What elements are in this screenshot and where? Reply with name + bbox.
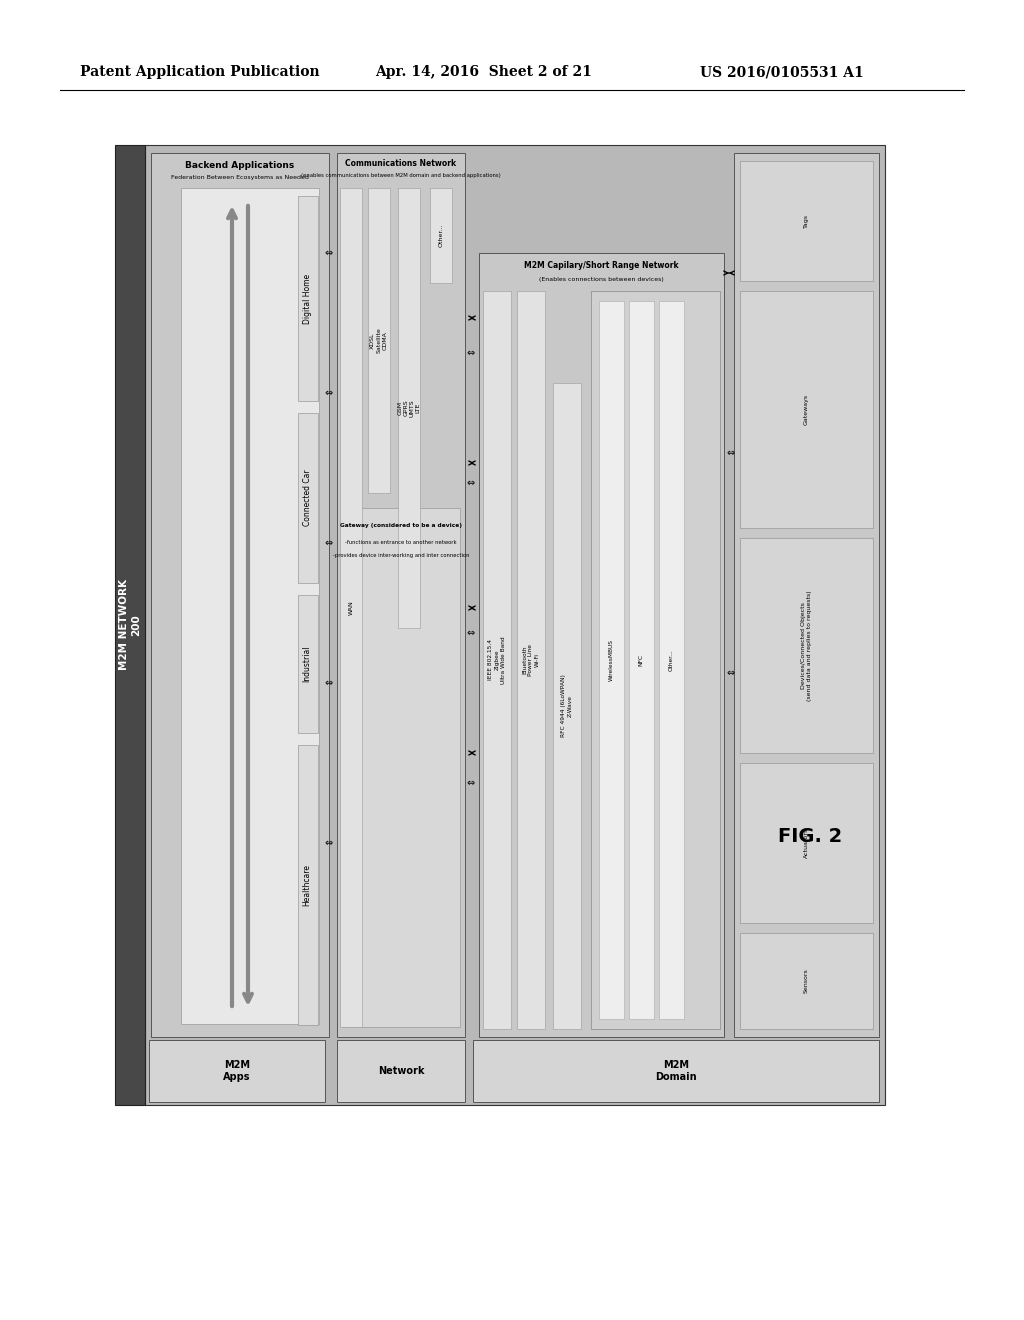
- Bar: [368, 187, 390, 492]
- Text: $\Leftrightarrow$: $\Leftrightarrow$: [324, 539, 335, 548]
- Text: Healthcare: Healthcare: [302, 865, 311, 906]
- Text: $\Leftrightarrow$: $\Leftrightarrow$: [465, 348, 477, 358]
- Bar: [740, 539, 873, 752]
- Text: GSM
GPRS
UMTS
LTE: GSM GPRS UMTS LTE: [397, 399, 421, 417]
- Bar: [658, 301, 683, 1019]
- Text: Tags: Tags: [804, 214, 809, 228]
- Text: $\Leftrightarrow$: $\Leftrightarrow$: [324, 388, 335, 399]
- Bar: [598, 301, 624, 1019]
- Text: (Enables connections between devices): (Enables connections between devices): [539, 276, 664, 281]
- Bar: [591, 290, 720, 1030]
- Bar: [151, 153, 329, 1038]
- Text: Gateways: Gateways: [804, 393, 809, 425]
- Bar: [298, 595, 318, 733]
- Bar: [629, 301, 653, 1019]
- Bar: [150, 1040, 325, 1102]
- Text: Backend Applications: Backend Applications: [185, 161, 295, 169]
- Text: $\Leftrightarrow$: $\Leftrightarrow$: [324, 838, 335, 847]
- Bar: [740, 290, 873, 528]
- Text: XDSL
Satellite
CDMA: XDSL Satellite CDMA: [371, 327, 388, 354]
- Text: $\Leftrightarrow$: $\Leftrightarrow$: [725, 668, 737, 678]
- Text: $\Leftrightarrow$: $\Leftrightarrow$: [465, 628, 477, 638]
- Bar: [740, 161, 873, 281]
- Text: $\Leftrightarrow$: $\Leftrightarrow$: [725, 447, 737, 458]
- Text: -functions as entrance to another network: -functions as entrance to another networ…: [345, 540, 457, 544]
- Bar: [398, 187, 420, 628]
- Text: Actuators: Actuators: [804, 828, 809, 858]
- Text: NFC: NFC: [639, 653, 643, 667]
- Bar: [740, 763, 873, 923]
- Bar: [342, 508, 460, 1027]
- Text: M2M Capilary/Short Range Network: M2M Capilary/Short Range Network: [524, 261, 679, 271]
- Text: Apr. 14, 2016  Sheet 2 of 21: Apr. 14, 2016 Sheet 2 of 21: [375, 65, 592, 79]
- Text: M2M
Domain: M2M Domain: [655, 1060, 696, 1082]
- Text: Network: Network: [378, 1067, 424, 1076]
- Bar: [337, 1040, 465, 1102]
- Text: $\Leftrightarrow$: $\Leftrightarrow$: [324, 248, 335, 257]
- Text: $\Leftrightarrow$: $\Leftrightarrow$: [324, 678, 335, 688]
- Text: Digital Home: Digital Home: [302, 273, 311, 323]
- Text: Sensors: Sensors: [804, 969, 809, 994]
- Bar: [340, 187, 362, 1027]
- Bar: [734, 153, 879, 1038]
- Bar: [740, 933, 873, 1030]
- Bar: [483, 290, 511, 1030]
- Bar: [115, 145, 145, 1105]
- Text: (enables communications between M2M domain and backend applications): (enables communications between M2M doma…: [301, 173, 501, 178]
- Bar: [298, 195, 318, 401]
- Text: $\Leftrightarrow$: $\Leftrightarrow$: [465, 478, 477, 488]
- Bar: [479, 253, 724, 1038]
- Text: $\Leftrightarrow$: $\Leftrightarrow$: [465, 777, 477, 788]
- Text: Gateway (considered to be a device): Gateway (considered to be a device): [340, 524, 462, 528]
- Text: WAN: WAN: [348, 601, 353, 615]
- Bar: [298, 413, 318, 583]
- Text: M2M NETWORK
200: M2M NETWORK 200: [119, 579, 141, 671]
- Text: RFC 4944 (6LoWPAN)
Z-Wave: RFC 4944 (6LoWPAN) Z-Wave: [561, 675, 572, 738]
- Bar: [553, 383, 581, 1030]
- Text: Communications Network: Communications Network: [345, 160, 457, 169]
- Text: US 2016/0105531 A1: US 2016/0105531 A1: [700, 65, 864, 79]
- Text: FIG. 2: FIG. 2: [778, 826, 842, 846]
- Text: Other...: Other...: [438, 224, 443, 247]
- Text: Patent Application Publication: Patent Application Publication: [80, 65, 319, 79]
- Text: Federation Between Ecosystems as Needed: Federation Between Ecosystems as Needed: [171, 176, 309, 181]
- Text: -provides device inter-working and inter connection: -provides device inter-working and inter…: [333, 553, 469, 558]
- Bar: [473, 1040, 879, 1102]
- Text: M2M
Apps: M2M Apps: [223, 1060, 251, 1082]
- Bar: [337, 153, 465, 1038]
- Bar: [181, 187, 319, 1024]
- Text: Other...: Other...: [669, 649, 674, 671]
- Bar: [430, 187, 452, 282]
- Bar: [298, 744, 318, 1026]
- Bar: [517, 290, 545, 1030]
- Text: WirelessMBUS: WirelessMBUS: [608, 639, 613, 681]
- Text: Devices/Connected Objects
(send data and replies to requests): Devices/Connected Objects (send data and…: [801, 590, 812, 701]
- Text: Industrial: Industrial: [302, 645, 311, 682]
- Text: Connected Car: Connected Car: [302, 470, 311, 527]
- Text: Bluetooth
Power Line
Wi-Fi: Bluetooth Power Line Wi-Fi: [522, 644, 540, 676]
- Text: IEEE 802.15.4
Zigbee
Ultra Wide Band: IEEE 802.15.4 Zigbee Ultra Wide Band: [488, 636, 506, 684]
- Bar: [145, 145, 885, 1105]
